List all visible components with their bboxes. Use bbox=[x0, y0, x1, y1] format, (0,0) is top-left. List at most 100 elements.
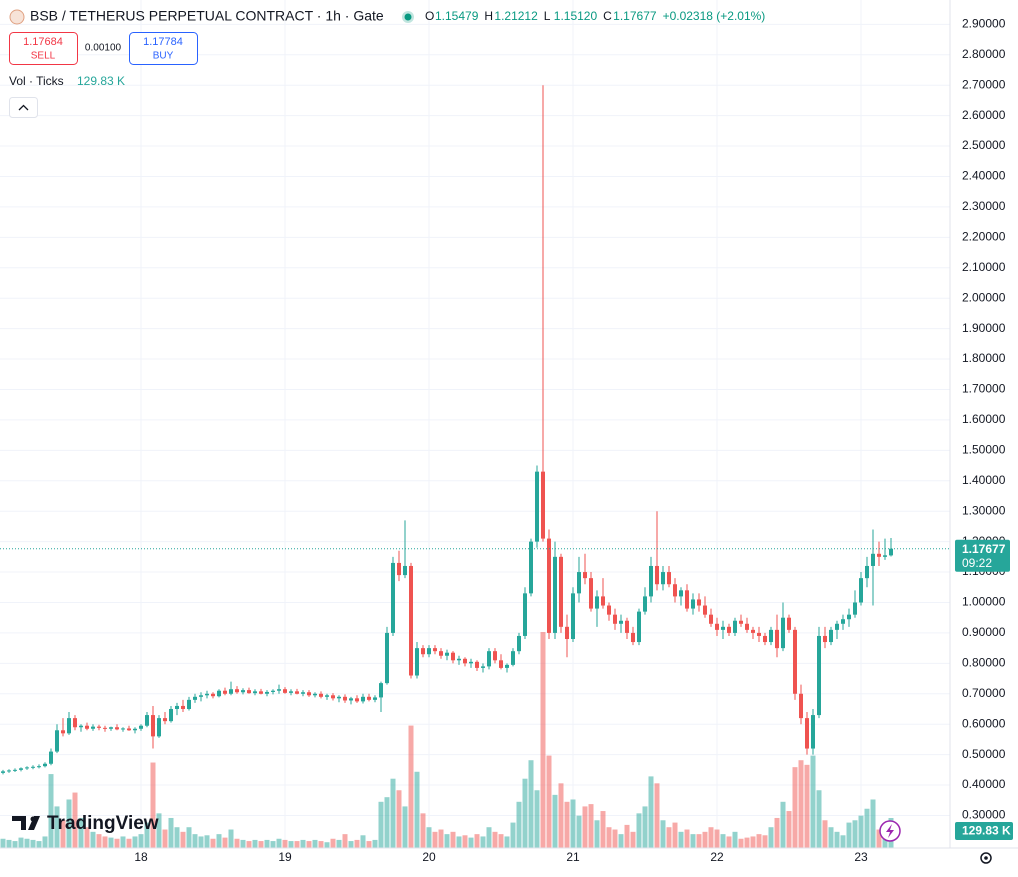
volume-bar bbox=[624, 824, 630, 848]
candle-body bbox=[709, 614, 713, 624]
volume-bar bbox=[516, 801, 522, 848]
y-tick-label: 0.50000 bbox=[962, 747, 1006, 761]
volume-bar bbox=[192, 834, 198, 848]
volume-bar bbox=[576, 815, 582, 848]
y-tick-label: 0.40000 bbox=[962, 777, 1006, 791]
volume-bar bbox=[294, 841, 300, 848]
volume-bar bbox=[744, 837, 750, 848]
y-tick-label: 0.70000 bbox=[962, 686, 1006, 700]
buy-price[interactable]: 1.17784 bbox=[143, 36, 183, 48]
y-tick-label: 1.30000 bbox=[962, 503, 1006, 517]
volume-bar bbox=[360, 835, 366, 848]
volume-bar bbox=[840, 835, 846, 848]
ohlc-value: 1.21212 bbox=[494, 9, 538, 23]
x-tick-label: 22 bbox=[710, 850, 724, 864]
candle-body bbox=[247, 690, 251, 694]
sell-price[interactable]: 1.17684 bbox=[23, 36, 63, 48]
volume-bar bbox=[696, 834, 702, 848]
volume-bar bbox=[156, 813, 162, 848]
candle-body bbox=[109, 727, 113, 729]
volume-bar bbox=[618, 834, 624, 848]
logo-text[interactable]: TradingView bbox=[47, 813, 159, 834]
buy-label[interactable]: BUY bbox=[153, 51, 174, 62]
candle-body bbox=[19, 768, 23, 770]
candle-body bbox=[691, 599, 695, 609]
candle-body bbox=[601, 596, 605, 606]
y-tick-label: 2.80000 bbox=[962, 47, 1006, 61]
candle-body bbox=[757, 632, 761, 636]
volume-bar bbox=[672, 822, 678, 848]
candle-body bbox=[379, 683, 383, 698]
volume-bar bbox=[36, 841, 42, 848]
candle-body bbox=[481, 666, 485, 668]
volume-bar bbox=[414, 771, 420, 848]
candle-body bbox=[211, 693, 215, 697]
volume-bar bbox=[642, 806, 648, 848]
volume-bar bbox=[864, 808, 870, 848]
ohlc-key: C bbox=[603, 9, 612, 23]
volume-bar bbox=[18, 837, 24, 848]
candle-body bbox=[679, 590, 683, 597]
candle-body bbox=[637, 611, 641, 643]
buy-button[interactable] bbox=[129, 32, 198, 65]
candle-body bbox=[205, 693, 209, 696]
volume-bar bbox=[702, 831, 708, 848]
volume-bar bbox=[96, 834, 102, 848]
candle-body bbox=[715, 623, 719, 630]
volume-bar bbox=[822, 820, 828, 848]
settings-icon bbox=[984, 856, 988, 860]
volume-bar bbox=[630, 831, 636, 848]
volume-bar bbox=[762, 835, 768, 848]
candle-body bbox=[721, 626, 725, 630]
volume-bar bbox=[510, 822, 516, 848]
candle-body bbox=[517, 635, 521, 652]
volume-bar bbox=[246, 841, 252, 848]
candle-body bbox=[493, 651, 497, 661]
candle-body bbox=[199, 695, 203, 697]
volume-bar bbox=[666, 827, 672, 848]
candle-body bbox=[739, 620, 743, 624]
volume-bar bbox=[726, 836, 732, 848]
sell-button[interactable] bbox=[9, 32, 78, 65]
volume-indicator-name[interactable]: Vol · Ticks bbox=[9, 74, 64, 88]
candle-body bbox=[295, 691, 299, 694]
candle-body bbox=[685, 590, 689, 609]
collapse-button[interactable] bbox=[9, 97, 38, 118]
candle-body bbox=[193, 696, 197, 700]
candle-body bbox=[49, 751, 53, 764]
candle-body bbox=[121, 728, 125, 730]
settings-button[interactable] bbox=[980, 852, 992, 864]
candle-body bbox=[307, 692, 311, 696]
x-tick-label: 20 bbox=[422, 850, 436, 864]
volume-bar bbox=[282, 839, 288, 848]
axes: 0.30000 0.40000 0.50000 0.60000 0.70000 0.800… bbox=[0, 17, 1013, 864]
candle-body bbox=[319, 693, 323, 697]
candle-body bbox=[871, 553, 875, 566]
candle-body bbox=[325, 695, 329, 697]
volume-bar bbox=[390, 778, 396, 848]
volume-bar bbox=[804, 764, 810, 848]
candle-body bbox=[559, 556, 563, 627]
volume-bar bbox=[612, 829, 618, 848]
sell-label[interactable]: SELL bbox=[31, 51, 56, 62]
volume-bar bbox=[336, 839, 342, 848]
candles bbox=[1, 85, 893, 775]
candle-body bbox=[529, 541, 533, 594]
volume-indicator-value: 129.83 K bbox=[77, 74, 125, 88]
volume-bar bbox=[132, 836, 138, 848]
volume-bar bbox=[6, 839, 12, 848]
volume-bar bbox=[318, 841, 324, 848]
volume-bar bbox=[582, 806, 588, 848]
y-tick-label: 1.00000 bbox=[962, 595, 1006, 609]
candle-body bbox=[421, 648, 425, 655]
symbol-title[interactable]: BSB / TETHERUS PERPETUAL CONTRACT · 1h ·… bbox=[30, 8, 384, 24]
candle-body bbox=[361, 696, 365, 702]
volume-bar bbox=[330, 838, 336, 848]
spread: 0.00100 bbox=[85, 43, 122, 54]
candle-body bbox=[703, 605, 707, 615]
volume-bar bbox=[60, 820, 66, 848]
volume-bar bbox=[300, 839, 306, 848]
collapse-icon bbox=[18, 104, 29, 111]
